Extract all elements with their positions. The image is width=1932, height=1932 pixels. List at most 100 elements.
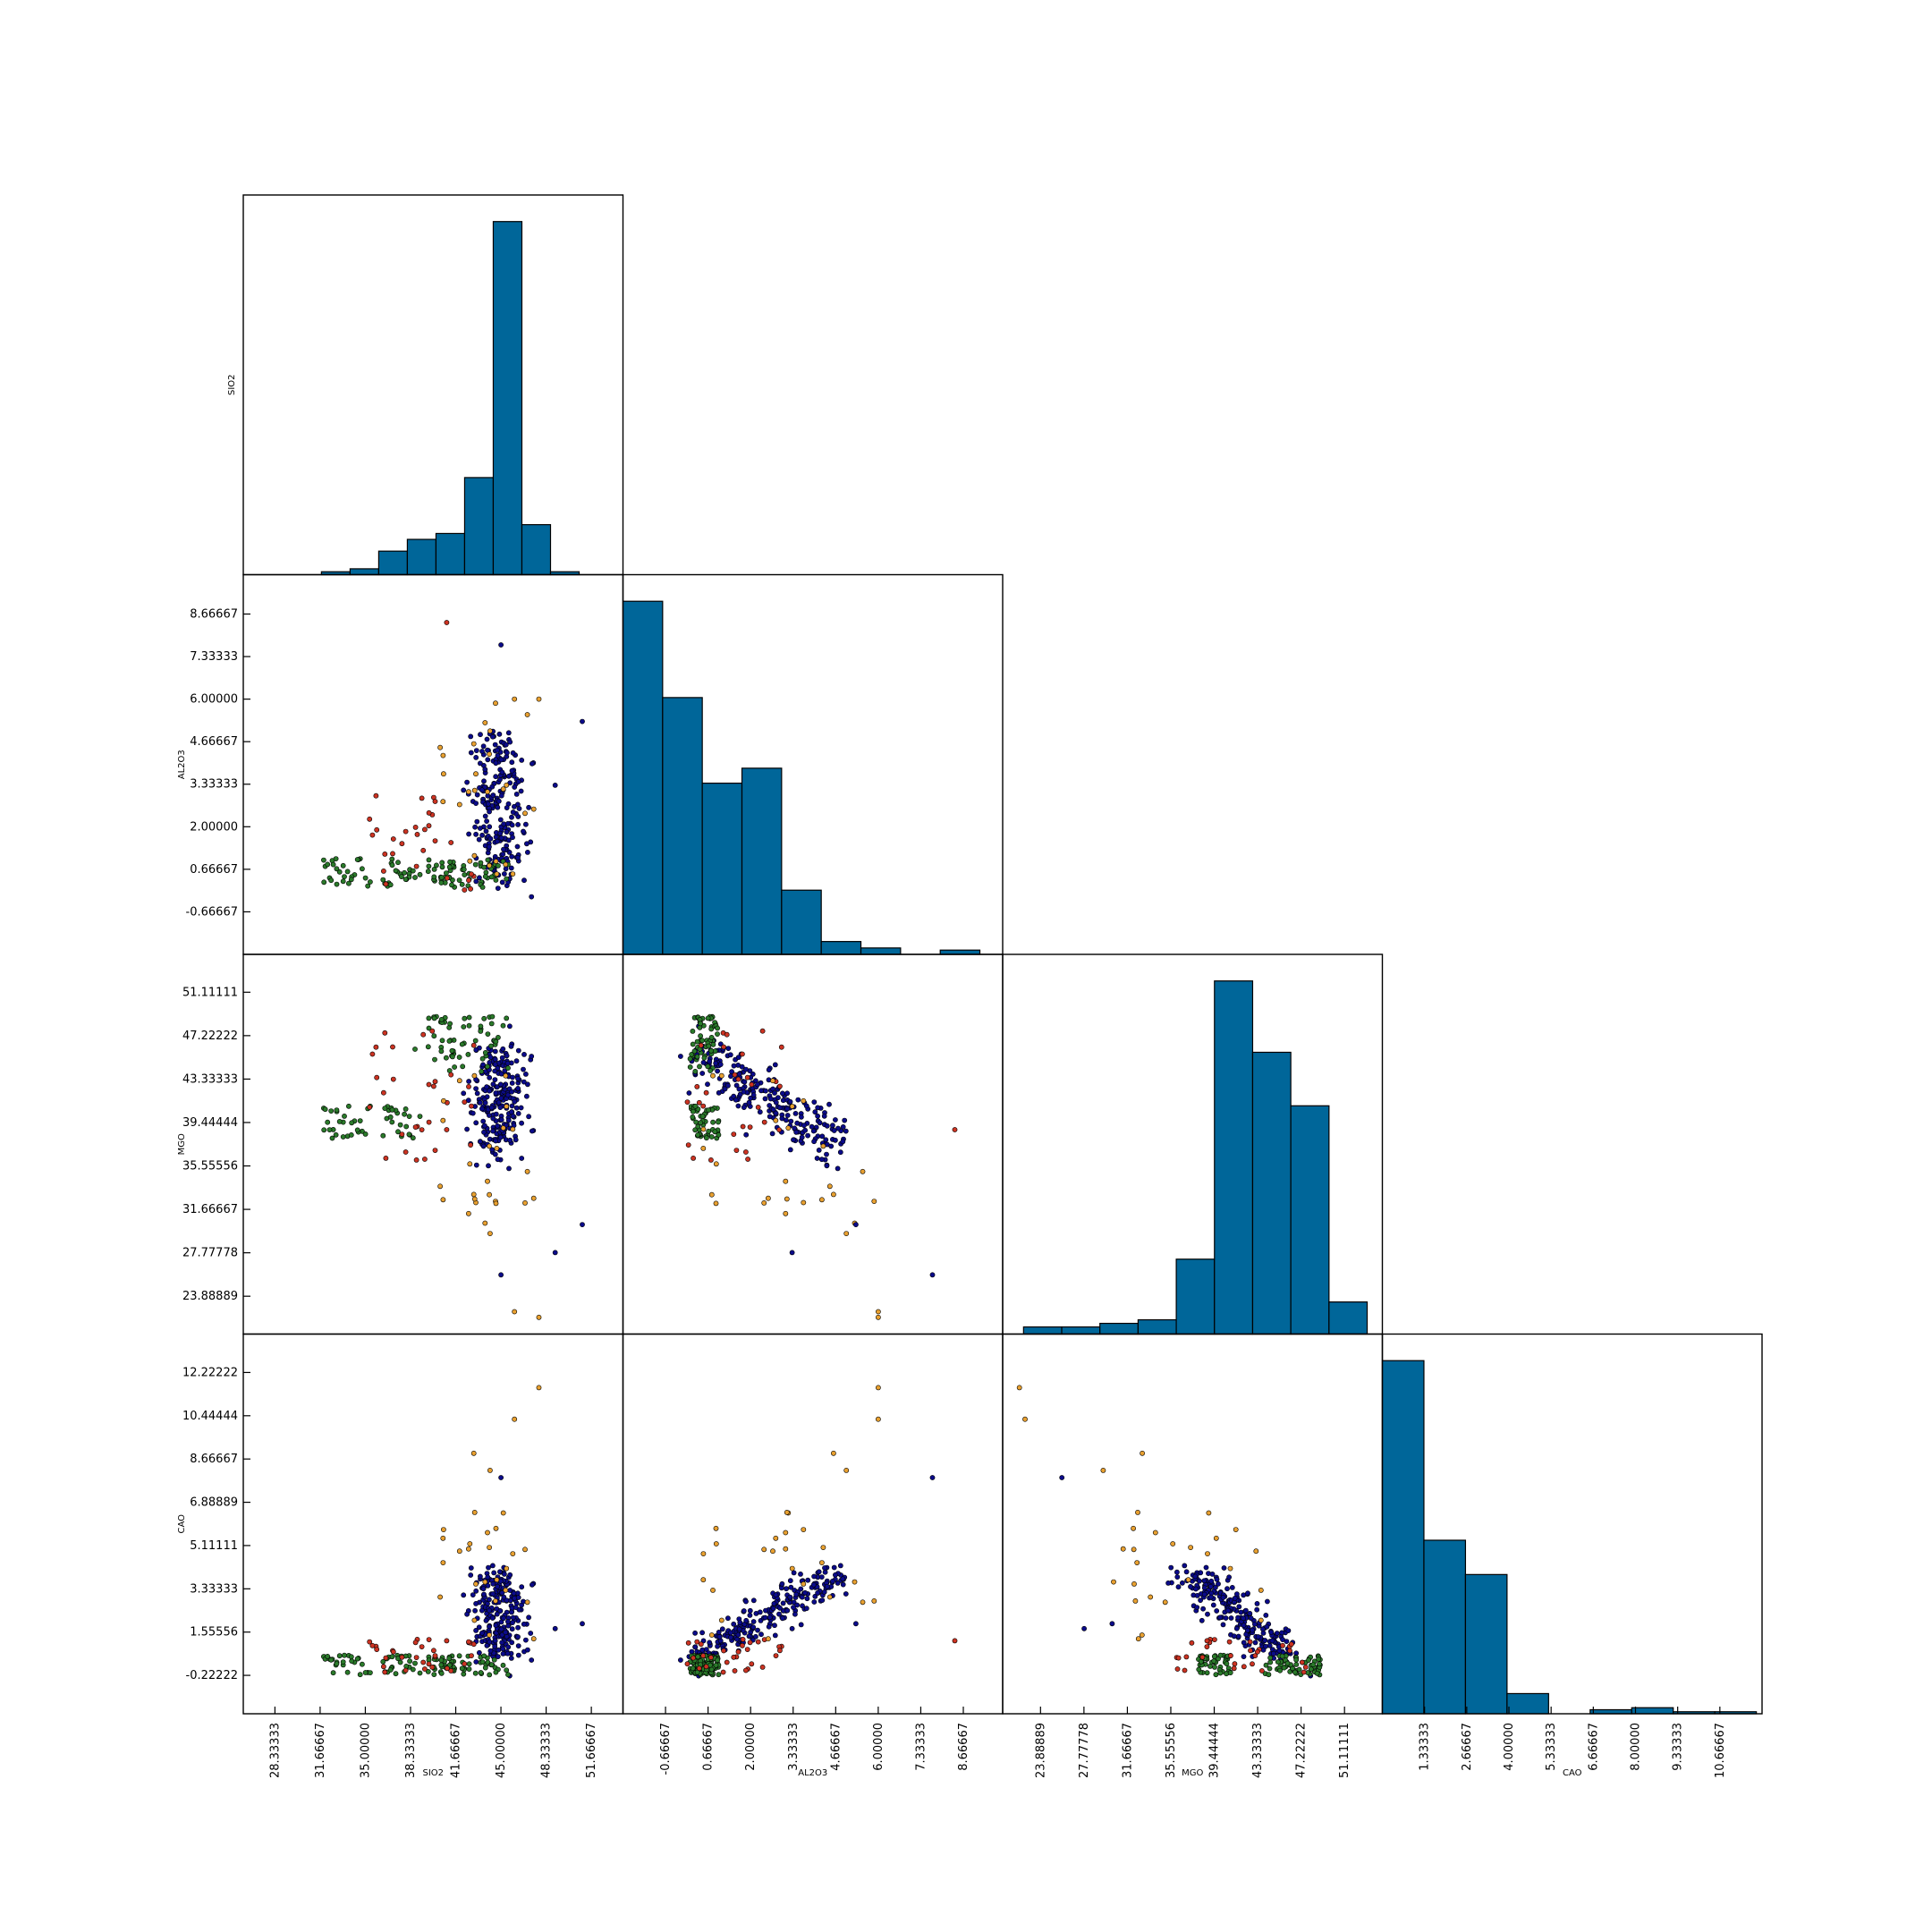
data-point-al2o3-vs-cao-86 bbox=[792, 1611, 798, 1617]
data-point-sio2-vs-al2o3-26 bbox=[518, 788, 524, 794]
data-point-al2o3-vs-cao-219 bbox=[787, 1594, 793, 1600]
data-point-sio2-vs-mgo-204 bbox=[504, 1060, 511, 1066]
data-point-al2o3-vs-cao-135 bbox=[815, 1590, 820, 1596]
data-point-sio2-vs-mgo-280 bbox=[446, 1038, 453, 1044]
data-point-sio2-vs-al2o3-324 bbox=[446, 864, 453, 870]
data-point-al2o3-vs-cao-192 bbox=[779, 1580, 785, 1587]
panel-frame-0-0 bbox=[242, 194, 624, 576]
data-point-mgo-vs-cao-369 bbox=[1182, 1667, 1188, 1674]
data-point-sio2-vs-al2o3-395 bbox=[512, 696, 518, 702]
histogram-bar-mgo-1 bbox=[1061, 1326, 1101, 1335]
data-point-al2o3-vs-mgo-396 bbox=[952, 1127, 958, 1132]
data-point-sio2-vs-al2o3-194 bbox=[495, 886, 501, 891]
data-point-sio2-vs-al2o3-87 bbox=[529, 894, 535, 900]
data-point-al2o3-vs-mgo-54 bbox=[814, 1156, 820, 1161]
data-point-sio2-vs-mgo-327 bbox=[465, 1052, 471, 1057]
data-point-sio2-vs-mgo-383 bbox=[485, 1178, 490, 1184]
data-point-mgo-vs-cao-155 bbox=[1235, 1614, 1241, 1621]
data-point-sio2-vs-mgo-224 bbox=[510, 1074, 515, 1080]
data-point-mgo-vs-cao-288 bbox=[1211, 1654, 1217, 1659]
data-point-sio2-vs-cao-385 bbox=[487, 1545, 492, 1550]
data-point-sio2-vs-cao-186 bbox=[505, 1619, 511, 1624]
data-point-sio2-vs-mgo-382 bbox=[524, 1168, 530, 1174]
data-point-sio2-vs-cao-271 bbox=[330, 1670, 336, 1676]
data-point-sio2-vs-mgo-359 bbox=[367, 1105, 373, 1110]
ylabel-al2o3: AL2O3 bbox=[177, 750, 187, 779]
data-point-al2o3-vs-mgo-5 bbox=[823, 1137, 829, 1143]
data-point-al2o3-vs-mgo-201 bbox=[772, 1090, 777, 1096]
data-point-al2o3-vs-mgo-185 bbox=[803, 1103, 809, 1109]
data-point-al2o3-vs-mgo-321 bbox=[706, 1043, 712, 1049]
data-point-sio2-vs-al2o3-384 bbox=[471, 787, 478, 793]
data-point-sio2-vs-cao-366 bbox=[382, 1669, 388, 1675]
data-point-sio2-vs-cao-362 bbox=[369, 1642, 376, 1648]
data-point-al2o3-vs-mgo-158 bbox=[766, 1067, 772, 1072]
data-point-sio2-vs-al2o3-398 bbox=[580, 718, 585, 724]
data-point-sio2-vs-cao-363 bbox=[421, 1666, 428, 1672]
data-point-al2o3-vs-mgo-373 bbox=[826, 1183, 833, 1190]
data-point-sio2-vs-mgo-401 bbox=[487, 1231, 493, 1236]
data-point-sio2-vs-cao-392 bbox=[503, 1588, 509, 1593]
data-point-sio2-vs-al2o3-316 bbox=[426, 863, 432, 869]
data-point-sio2-vs-cao-237 bbox=[340, 1659, 346, 1665]
data-point-sio2-vs-al2o3-349 bbox=[432, 838, 438, 843]
data-point-al2o3-vs-mgo-305 bbox=[710, 1041, 716, 1047]
data-point-sio2-vs-cao-115 bbox=[485, 1574, 491, 1580]
xtick-label-mgo-5: 43.33333 bbox=[1251, 1723, 1265, 1778]
data-point-al2o3-vs-cao-342 bbox=[759, 1665, 766, 1670]
ytick-label-cao-4: 6.88889 bbox=[190, 1496, 238, 1510]
data-point-mgo-vs-cao-207 bbox=[1201, 1578, 1208, 1584]
data-point-sio2-vs-al2o3-300 bbox=[387, 882, 394, 888]
panel-frame-2-0 bbox=[242, 953, 624, 1335]
data-point-mgo-vs-cao-270 bbox=[1293, 1662, 1300, 1667]
data-point-mgo-vs-cao-301 bbox=[1198, 1658, 1204, 1665]
data-point-sio2-vs-cao-391 bbox=[487, 1632, 492, 1638]
data-point-sio2-vs-al2o3-206 bbox=[495, 747, 500, 753]
data-point-sio2-vs-al2o3-340 bbox=[413, 863, 419, 869]
data-point-al2o3-vs-cao-105 bbox=[772, 1632, 778, 1639]
data-point-sio2-vs-cao-288 bbox=[325, 1654, 331, 1659]
data-point-sio2-vs-mgo-221 bbox=[470, 1110, 476, 1116]
data-point-sio2-vs-al2o3-237 bbox=[340, 878, 346, 885]
data-point-mgo-vs-cao-333 bbox=[1296, 1666, 1302, 1673]
data-point-sio2-vs-al2o3-276 bbox=[362, 875, 369, 881]
data-point-mgo-vs-cao-381 bbox=[1253, 1548, 1259, 1555]
data-point-mgo-vs-cao-195 bbox=[1276, 1648, 1283, 1654]
data-point-sio2-vs-al2o3-208 bbox=[526, 804, 531, 810]
data-point-al2o3-vs-mgo-163 bbox=[843, 1128, 849, 1134]
data-point-sio2-vs-mgo-250 bbox=[485, 1063, 490, 1070]
data-point-sio2-vs-mgo-120 bbox=[487, 1074, 493, 1080]
ytick-label-mgo-1: 27.77778 bbox=[182, 1247, 238, 1260]
data-point-sio2-vs-cao-145 bbox=[515, 1624, 521, 1631]
histogram-bar-mgo-6 bbox=[1251, 1051, 1292, 1335]
data-point-sio2-vs-cao-227 bbox=[498, 1626, 504, 1632]
data-point-sio2-vs-mgo-395 bbox=[512, 1309, 518, 1315]
data-point-sio2-vs-al2o3-376 bbox=[471, 852, 478, 859]
data-point-sio2-vs-mgo-385 bbox=[487, 1143, 492, 1149]
data-point-sio2-vs-cao-375 bbox=[482, 1579, 488, 1585]
data-point-sio2-vs-mgo-39 bbox=[513, 1058, 520, 1064]
data-point-sio2-vs-mgo-269 bbox=[443, 1055, 449, 1061]
data-point-sio2-vs-al2o3-184 bbox=[521, 828, 526, 835]
data-point-al2o3-vs-mgo-380 bbox=[785, 1125, 792, 1131]
data-point-sio2-vs-al2o3-55 bbox=[509, 759, 515, 766]
data-point-sio2-vs-cao-328 bbox=[438, 1657, 445, 1664]
data-point-sio2-vs-mgo-229 bbox=[481, 1129, 487, 1135]
data-point-sio2-vs-al2o3-331 bbox=[410, 868, 416, 874]
data-point-sio2-vs-al2o3-137 bbox=[524, 841, 530, 847]
data-point-sio2-vs-al2o3-323 bbox=[334, 866, 340, 872]
data-point-mgo-vs-cao-360 bbox=[1255, 1648, 1260, 1655]
histogram-bar-cao-3 bbox=[1506, 1692, 1549, 1715]
data-point-sio2-vs-al2o3-253 bbox=[462, 872, 468, 877]
data-point-sio2-vs-cao-386 bbox=[440, 1560, 446, 1565]
data-point-sio2-vs-cao-276 bbox=[362, 1670, 369, 1675]
data-point-al2o3-vs-mgo-398 bbox=[853, 1222, 859, 1227]
data-point-al2o3-vs-cao-362 bbox=[740, 1642, 745, 1648]
data-point-sio2-vs-cao-138 bbox=[500, 1646, 506, 1652]
data-point-sio2-vs-cao-226 bbox=[515, 1595, 521, 1600]
data-point-sio2-vs-mgo-306 bbox=[417, 1114, 423, 1119]
data-point-sio2-vs-al2o3-381 bbox=[456, 801, 462, 808]
data-point-sio2-vs-cao-371 bbox=[473, 1581, 479, 1587]
data-point-sio2-vs-al2o3-367 bbox=[420, 847, 427, 853]
data-point-sio2-vs-mgo-301 bbox=[380, 1132, 386, 1139]
